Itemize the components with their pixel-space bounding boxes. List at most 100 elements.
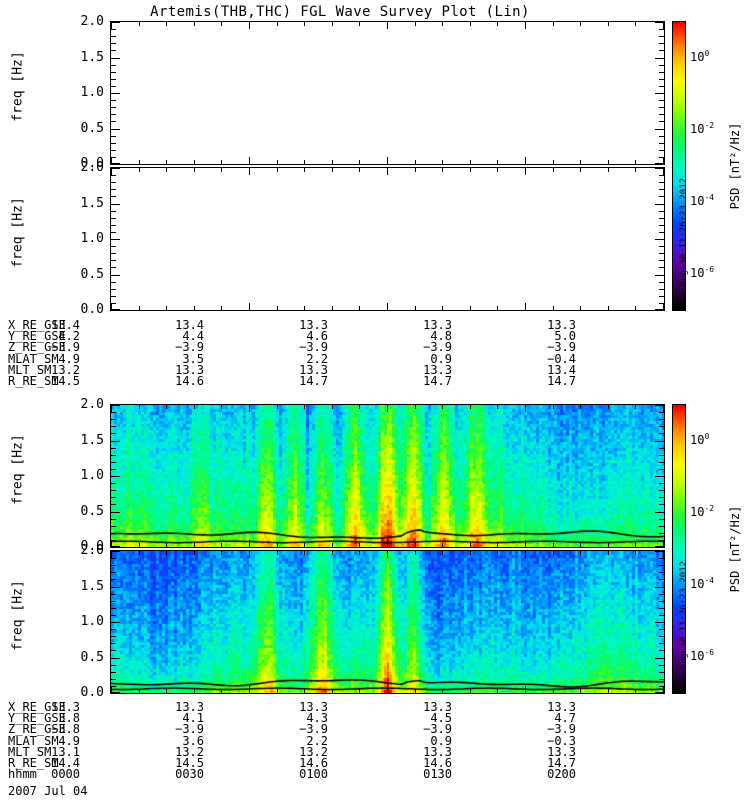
metadata-value: 0.9: [430, 733, 452, 748]
panel-thb-bpar-left-ticks: [111, 168, 120, 310]
metadata-key: MLAT_SM: [8, 351, 59, 366]
metadata-value: 14.6: [175, 373, 204, 388]
colorbar-ticklabel: 10-2: [690, 121, 715, 136]
metadata-value: 4.9: [58, 733, 80, 748]
colorbar-thb: [672, 21, 686, 311]
metadata-row: R_RE_SM 14.5 14.6 14.7 14.7 14.7: [8, 373, 688, 388]
metadata-value: 4.8: [430, 329, 452, 344]
metadata-value: 13.3: [423, 700, 452, 714]
metadata-value: 4.6: [306, 329, 328, 344]
metadata-row: X_RE_GSE 13.4 13.4 13.3 13.3 13.3: [8, 318, 688, 332]
metadata-key: Z_RE_GSE: [8, 722, 66, 737]
metadata-value: 13.2: [299, 744, 328, 759]
metadata-value: 3.5: [182, 351, 204, 366]
metadata-key: hhmm: [8, 767, 37, 782]
metadata-value: 13.3: [51, 700, 80, 714]
colorbar-ticklabel: 10-4: [690, 576, 715, 591]
panel-thc-bperp-y-ticklabels: 2.0 1.5 1.0 0.5 0.0: [64, 398, 104, 553]
metadata-value: 4.1: [182, 711, 204, 726]
panel-thb-bpar: [110, 167, 665, 311]
metadata-value: 14.7: [547, 373, 576, 388]
panel-thc-bperp: [110, 404, 665, 548]
metadata-key: Y_RE_GSE: [8, 711, 66, 726]
y-ticklabel: 2.0: [80, 14, 104, 29]
metadata-value: 13.4: [51, 318, 80, 332]
page-title: Artemis(THB,THC) FGL Wave Survey Plot (L…: [150, 4, 530, 20]
y-ticklabel: 0.5: [80, 267, 104, 282]
metadata-value: −0.4: [547, 351, 576, 366]
metadata-value: 13.3: [547, 744, 576, 759]
y-ticklabel: 1.0: [80, 85, 104, 100]
metadata-value: 4.4: [182, 329, 204, 344]
panel-thc-bpar-axis-title: freq [Hz]: [10, 580, 26, 651]
metadata-value: −3.9: [547, 722, 576, 737]
metadata-value: 14.4: [51, 755, 80, 770]
metadata-value: 3.8: [58, 711, 80, 726]
metadata-value: 5.0: [554, 329, 576, 344]
y-ticklabel: 1.0: [80, 231, 104, 246]
colorbar-ticklabel: 100: [690, 49, 710, 64]
metadata-value: 13.3: [423, 318, 452, 332]
y-ticklabel: 1.5: [80, 50, 104, 65]
metadata-row: X_RE_GSE 13.3 13.3 13.3 13.3 13.3: [8, 700, 688, 714]
y-ticklabel: 1.5: [80, 196, 104, 211]
metadata-value: 13.3: [423, 362, 452, 377]
metadata-value: 13.3: [423, 744, 452, 759]
metadata-value: 3.6: [182, 733, 204, 748]
render-timestamp-bottom: Thu Aug 30 11:26:23 2012: [679, 560, 689, 691]
metadata-value: −3.9: [175, 722, 204, 737]
panel-thb-bperp-bottom-ticks: [111, 157, 664, 164]
colorbar-thb-title: PSD [nT²/Hz]: [728, 122, 742, 210]
date-stamp: 2007 Jul 04: [8, 784, 88, 798]
panel-thb-bperp-top-ticks: [111, 22, 664, 29]
colorbar-ticklabel: 100: [690, 432, 710, 447]
metadata-value: 4.9: [58, 351, 80, 366]
metadata-value: 14.7: [299, 373, 328, 388]
metadata-value: 4.3: [306, 711, 328, 726]
metadata-key: MLAT_SM: [8, 733, 59, 748]
metadata-value: 14.6: [299, 755, 328, 770]
metadata-row: MLT_SM 13.1 13.2 13.2 13.3 13.3: [8, 744, 688, 759]
metadata-bottom: X_RE_GSE 13.3 13.3 13.3 13.3 13.3 Y_RE_GSE 3.8 4…: [8, 700, 688, 782]
metadata-value: 13.3: [547, 318, 576, 332]
metadata-value: 14.7: [423, 373, 452, 388]
metadata-key: X_RE_GSE: [8, 700, 66, 714]
colorbar-thc: [672, 404, 686, 694]
metadata-key: MLT_SM: [8, 362, 52, 377]
panel-thc-bpar-y-ticklabels: 2.0 1.5 1.0 0.5 0.0: [64, 544, 104, 699]
y-ticklabel: 0.5: [80, 504, 104, 519]
y-ticklabel: 0.5: [80, 121, 104, 136]
metadata-value: −3.9: [175, 340, 204, 355]
metadata-key: Z_RE_GSE: [8, 340, 66, 355]
metadata-row: Y_RE_GSE 4.2 4.4 4.6 4.8 5.0: [8, 329, 688, 344]
y-ticklabel: 2.0: [80, 543, 104, 558]
colorbar-ticklabel: 10-6: [690, 648, 715, 663]
panel-thb-bpar-axis-title: freq [Hz]: [10, 197, 26, 268]
metadata-key: X_RE_GSE: [8, 318, 66, 332]
panel-thc-bperp-axis-title: freq [Hz]: [10, 434, 26, 505]
render-timestamp-top: Thu Aug 30 11:26:23 2012: [679, 177, 689, 308]
y-ticklabel: 1.5: [80, 579, 104, 594]
metadata-key: MLT_SM: [8, 744, 52, 759]
y-ticklabel: 0.5: [80, 650, 104, 665]
metadata-value: 13.3: [299, 362, 328, 377]
metadata-value: 4.7: [554, 711, 576, 726]
y-ticklabel: 0.0: [80, 156, 104, 171]
y-ticklabel: 0.0: [80, 685, 104, 700]
metadata-value: −3.9: [423, 722, 452, 737]
y-ticklabel: 0.0: [80, 539, 104, 554]
metadata-value: −3.9: [423, 340, 452, 355]
metadata-value: 2.2: [306, 733, 328, 748]
metadata-key: Y_RE_GSE: [8, 329, 66, 344]
y-ticklabel: 1.0: [80, 468, 104, 483]
metadata-value: 13.3: [299, 700, 328, 714]
panel-thb-bperp-right-ticks: [655, 22, 664, 164]
metadata-value: 0030: [175, 767, 204, 782]
metadata-value: 14.6: [423, 755, 452, 770]
metadata-value: 2.2: [306, 351, 328, 366]
metadata-value: 13.4: [547, 362, 576, 377]
y-ticklabel: 1.5: [80, 433, 104, 448]
metadata-row: MLAT_SM 4.9 3.5 2.2 0.9 −0.4: [8, 351, 688, 366]
metadata-value: 14.7: [547, 755, 576, 770]
